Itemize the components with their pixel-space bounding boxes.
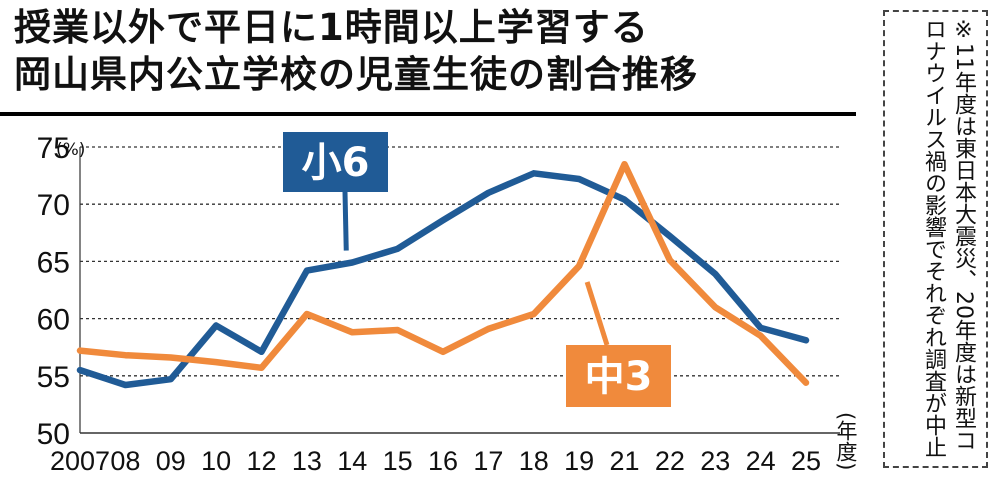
x-axis-ticks: 2007 08 09 10 12 13 14 15 16 17 18 19 21 22 23 24 25 — [50, 446, 821, 476]
footnote-text: ※11年度は東日本大震災、20年度は新型コロナウイルス禍の影響でそれぞれ調査が中… — [921, 18, 976, 458]
x-tick-label: 12 — [246, 446, 276, 476]
y-axis-unit: (%) — [56, 140, 85, 160]
x-tick-label: 09 — [156, 446, 186, 476]
x-tick-label: 14 — [337, 446, 367, 476]
callout-leader — [584, 281, 610, 346]
x-tick-label: 10 — [201, 446, 231, 476]
x-axis-unit: (年度) — [834, 412, 858, 470]
series-label-box — [566, 345, 671, 407]
x-tick-label: 08 — [110, 446, 140, 476]
chart-title-line1: 授業以外で平日に1時間以上学習する — [14, 6, 649, 49]
grid-layer — [79, 146, 840, 434]
series-label: 小6 — [302, 140, 370, 186]
series-label: 中3 — [585, 354, 653, 400]
y-tick-label: 70 — [37, 189, 70, 222]
y-tick-label: 60 — [37, 304, 70, 337]
series-layer — [76, 160, 810, 389]
x-tick-label: 2007 — [50, 446, 110, 476]
x-tick-label: 25 — [791, 446, 821, 476]
y-tick-label: 75 — [37, 132, 70, 165]
y-tick-label: 55 — [37, 361, 70, 394]
series-line-1 — [76, 160, 810, 386]
series-labels: 小6 中3 — [283, 132, 671, 407]
x-tick-label: 18 — [519, 446, 549, 476]
x-tick-label: 24 — [746, 446, 776, 476]
series-label-box — [283, 132, 388, 192]
chart-title-line2: 岡山県内公立学校の児童生徒の割合推移 — [14, 53, 698, 96]
y-axis-ticks: 50 55 60 65 70 75 — [37, 132, 70, 451]
callout-leader — [342, 191, 349, 251]
x-tick-label: 15 — [383, 446, 413, 476]
x-tick-label: 16 — [428, 446, 458, 476]
y-tick-label: 65 — [37, 246, 70, 279]
x-tick-label: 23 — [700, 446, 730, 476]
footnote-box: ※11年度は東日本大震災、20年度は新型コロナウイルス禍の影響でそれぞれ調査が中… — [883, 10, 988, 468]
series-line-0 — [76, 170, 810, 389]
y-tick-label: 50 — [37, 418, 70, 451]
x-tick-label: 13 — [292, 446, 322, 476]
chart-title: 授業以外で平日に1時間以上学習する 岡山県内公立学校の児童生徒の割合推移 — [14, 4, 854, 98]
title-divider — [0, 112, 856, 116]
x-tick-label: 21 — [609, 446, 639, 476]
x-tick-label: 17 — [473, 446, 503, 476]
x-tick-label: 22 — [655, 446, 685, 476]
x-tick-label: 19 — [564, 446, 594, 476]
